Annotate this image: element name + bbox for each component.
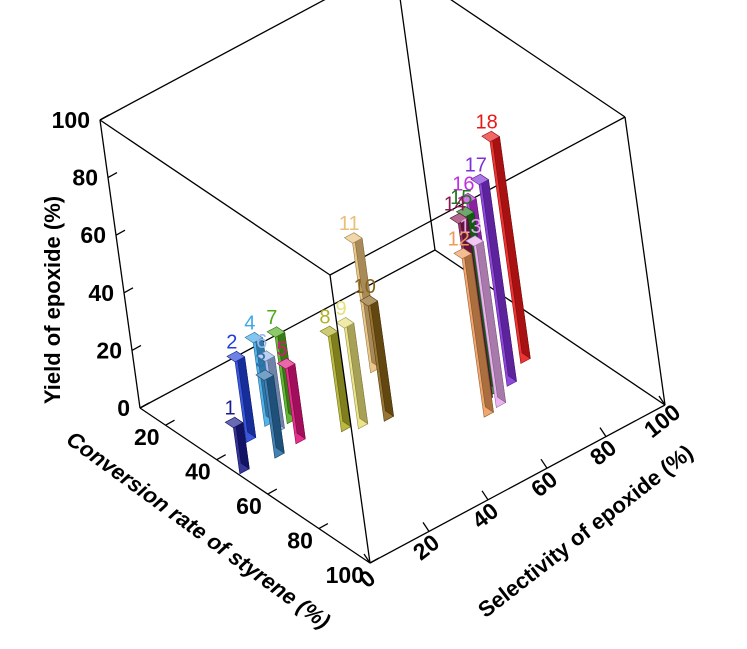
z-tick-label: 20 xyxy=(96,337,122,363)
bar-label-2: 2 xyxy=(226,332,237,354)
back-top-edge xyxy=(99,0,326,121)
axis-box-back xyxy=(99,0,666,409)
bar-9-top-face xyxy=(335,317,355,329)
z-tick-label: 40 xyxy=(88,280,114,306)
right-vertical-edge xyxy=(624,116,666,406)
bar-label-1: 1 xyxy=(224,397,235,419)
bar-label-10: 10 xyxy=(354,276,376,298)
y-tick-label: 0 xyxy=(354,565,380,593)
bar-label-14: 14 xyxy=(444,193,466,215)
bar-13-top-face xyxy=(465,235,484,247)
bar-label-6: 6 xyxy=(256,331,267,353)
bar-5 xyxy=(276,357,306,445)
x-tick-label: 60 xyxy=(236,493,262,519)
bar-5-top-face xyxy=(276,358,296,370)
y-tick-mark xyxy=(363,553,371,564)
y-tick-mark xyxy=(422,522,430,532)
back-vertical-edge xyxy=(399,0,436,251)
x-tick-mark xyxy=(369,557,380,564)
axis-box-front xyxy=(139,116,666,564)
y-axis-title: Selectivity of epoxide (%) xyxy=(473,440,697,623)
bar-13 xyxy=(465,235,507,409)
bar-8 xyxy=(319,325,352,433)
bar-label-11: 11 xyxy=(339,213,360,235)
bar-4-top-face xyxy=(244,332,264,344)
y-tick-mark xyxy=(540,458,548,469)
z-tick-label: 60 xyxy=(80,222,106,248)
floor-y-axis xyxy=(369,404,666,564)
bar-label-18: 18 xyxy=(476,111,498,133)
y-tick-label: 80 xyxy=(585,434,621,470)
top-left-edge xyxy=(99,119,331,276)
x-tick-mark xyxy=(318,522,329,530)
floor-x-axis xyxy=(139,407,371,564)
bar-label-8: 8 xyxy=(319,306,330,328)
z-tick-mark xyxy=(115,229,126,236)
bar-6-top-face xyxy=(256,350,276,362)
back-floor-edge xyxy=(139,249,436,409)
z-tick-label: 0 xyxy=(117,395,130,421)
top-back-edge xyxy=(450,0,626,118)
x-tick-mark xyxy=(267,488,278,495)
bar-1 xyxy=(224,416,250,475)
y-tick-label: 60 xyxy=(526,466,562,502)
bar-label-3: 3 xyxy=(255,350,266,372)
bar-7-top-face xyxy=(266,326,286,338)
y-tick-label: 100 xyxy=(639,399,685,443)
bar-3-top-face xyxy=(255,369,275,381)
bar-14-top-face xyxy=(449,212,469,225)
bar-label-4: 4 xyxy=(244,313,255,335)
bar-18 xyxy=(481,130,531,364)
bar-label-16: 16 xyxy=(452,173,474,195)
y-tick-mark xyxy=(658,395,666,406)
x-tick-mark xyxy=(216,454,226,461)
bar-label-13: 13 xyxy=(459,216,481,238)
bar-9 xyxy=(335,316,369,430)
bar-12-top-face xyxy=(453,247,473,260)
bar-10-top-face xyxy=(359,295,379,307)
z-tick-mark xyxy=(107,172,118,179)
bar-1-top-face xyxy=(224,416,244,429)
bar-17 xyxy=(470,173,517,387)
bar-label-17: 17 xyxy=(465,154,487,176)
bar-2-top-face xyxy=(226,350,246,363)
z-axis-title: Yield of epoxide (%) xyxy=(40,196,65,404)
bar-17-top-face xyxy=(470,173,490,186)
bar-16-top-face xyxy=(457,192,477,205)
bar-label-15: 15 xyxy=(450,187,472,209)
z-tick-label: 100 xyxy=(52,107,90,133)
top-front-edge xyxy=(329,116,626,276)
bar-label-9: 9 xyxy=(335,298,346,320)
bar-label-7: 7 xyxy=(266,307,277,329)
bar-label-12: 12 xyxy=(448,229,470,251)
x-tick-label: 20 xyxy=(134,424,160,450)
bar-12 xyxy=(453,247,494,418)
bar-10 xyxy=(359,294,394,422)
y-tick-label: 40 xyxy=(467,497,503,533)
bar-series xyxy=(224,130,531,475)
x-tick-label: 80 xyxy=(287,528,313,554)
z-tick-mark xyxy=(123,287,134,294)
bar-2 xyxy=(226,350,257,443)
z-tick-mark xyxy=(131,344,142,351)
z-tick-mark xyxy=(99,114,110,121)
x-tick-label: 40 xyxy=(185,459,211,485)
back-vertical-edge xyxy=(99,119,141,409)
bar-18-top-face xyxy=(481,130,501,143)
x-tick-mark xyxy=(165,419,175,426)
z-tick-label: 80 xyxy=(72,165,98,191)
y-tick-mark xyxy=(599,427,607,437)
z-tick-mark xyxy=(139,402,150,409)
x-tick-label: 100 xyxy=(326,562,364,588)
front-vertical-edge xyxy=(329,274,371,564)
bar-label-5: 5 xyxy=(277,339,288,361)
y-tick-mark xyxy=(481,490,489,501)
bar-3 xyxy=(255,369,285,459)
y-tick-label: 20 xyxy=(408,529,444,565)
bar-11-top-face xyxy=(343,232,363,244)
